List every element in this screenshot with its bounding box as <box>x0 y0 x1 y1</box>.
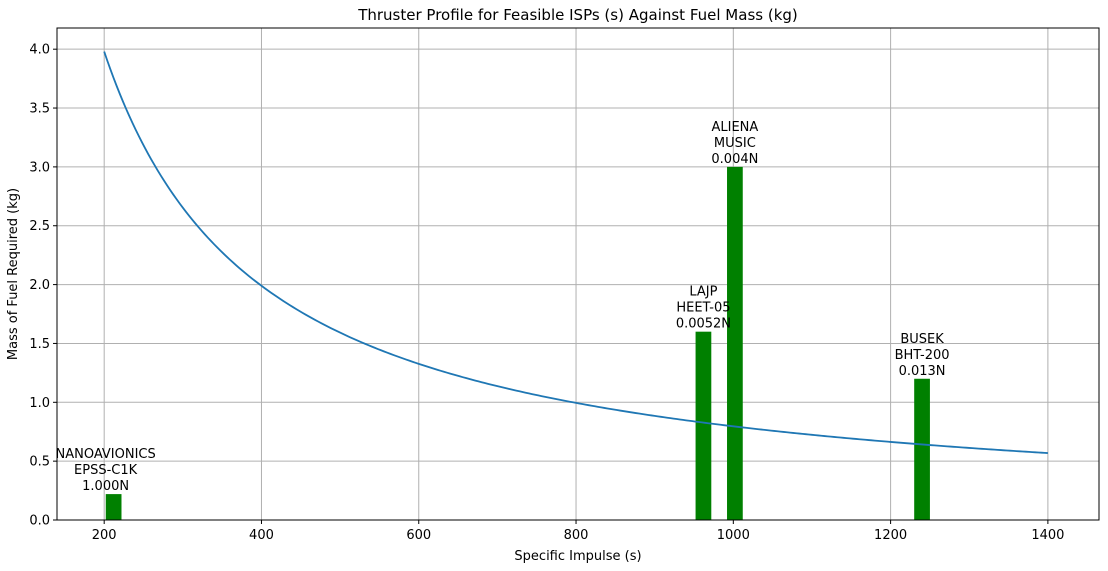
chart-title: Thruster Profile for Feasible ISPs (s) A… <box>357 6 798 24</box>
thruster-bar-label: NANOAVIONICS <box>55 447 155 462</box>
thruster-bar-label: LAJP <box>689 285 717 300</box>
x-axis-label: Specific Impulse (s) <box>514 549 641 564</box>
y-tick-label: 3.0 <box>29 160 50 175</box>
y-tick-label: 1.5 <box>29 337 50 352</box>
thruster-bar-label: MUSIC <box>714 136 756 151</box>
y-tick-label: 0.0 <box>29 514 50 529</box>
x-tick-label: 600 <box>406 528 431 543</box>
y-tick-label: 2.5 <box>29 219 50 234</box>
thruster-bar-label: 0.013N <box>899 364 946 379</box>
x-tick-label: 200 <box>92 528 117 543</box>
y-tick-label: 3.5 <box>29 102 50 117</box>
thruster-bar-label: HEET-05 <box>676 301 730 316</box>
thruster-bar-label: EPSS-C1K <box>74 463 138 478</box>
fuel-mass-curve-group <box>103 51 1048 454</box>
thruster-bar <box>914 378 930 520</box>
y-tick-label: 1.0 <box>29 396 50 411</box>
thruster-bar-label: 1.000N <box>82 479 129 494</box>
fuel-mass-curve <box>103 51 1048 454</box>
x-tick-label: 1200 <box>874 528 907 543</box>
y-tick-label: 0.5 <box>29 455 50 470</box>
thruster-bar <box>695 331 712 520</box>
y-tick-label: 4.0 <box>29 43 50 58</box>
plot-frame <box>56 27 1100 521</box>
x-tick-label: 1400 <box>1031 528 1064 543</box>
bar-labels: NANOAVIONICSEPSS-C1K1.000NLAJPHEET-050.0… <box>55 120 949 494</box>
thruster-bar <box>727 166 743 520</box>
bars <box>105 166 930 520</box>
thruster-bar-label: BUSEK <box>900 332 944 347</box>
y-tick-label: 2.0 <box>29 278 50 293</box>
ticks: 200 400 600 800 1000 1200 1400 0.0 0.5 1.0 1.5 2.0 2… <box>29 43 1064 543</box>
thruster-bar-label: BHT-200 <box>895 348 950 363</box>
y-axis-label: Mass of Fuel Required (kg) <box>6 188 21 360</box>
thruster-bar-label: 0.0052N <box>676 317 731 332</box>
thruster-bar <box>105 494 122 520</box>
x-tick-label: 1000 <box>717 528 750 543</box>
x-tick-label: 800 <box>564 528 589 543</box>
x-tick-label: 400 <box>249 528 274 543</box>
thruster-bar-label: ALIENA <box>711 120 758 135</box>
thruster-bar-label: 0.004N <box>711 152 758 167</box>
